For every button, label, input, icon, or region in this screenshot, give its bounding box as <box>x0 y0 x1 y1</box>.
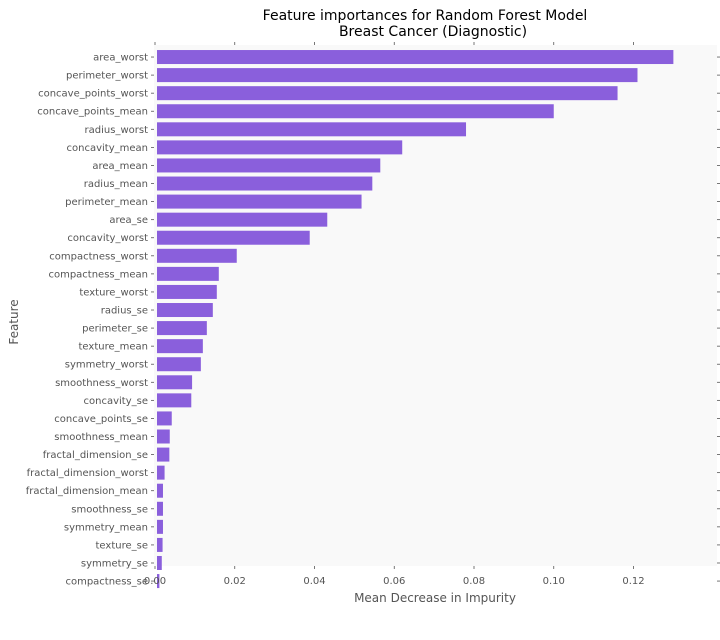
bar-texture_se <box>157 537 163 552</box>
x-tick-labels: 0.00 0.02 0.04 0.06 0.08 0.10 0.12 <box>144 576 645 587</box>
y-tick-label: smoothness_se <box>71 504 148 515</box>
x-tick-label: 0.08 <box>463 576 485 587</box>
bar-concave_points_se <box>157 411 172 426</box>
y-axis-label: Feature <box>7 299 21 344</box>
y-tick-label: smoothness_worst <box>55 378 148 389</box>
y-tick-label: texture_se <box>96 540 148 551</box>
bar-smoothness_worst <box>157 375 193 390</box>
bar-concave_points_mean <box>157 104 554 119</box>
bar-concavity_mean <box>157 140 403 155</box>
bar-fractal_dimension_worst <box>157 465 165 480</box>
y-tick-label: symmetry_mean <box>64 522 148 533</box>
x-tick-label: 0.12 <box>622 576 644 587</box>
x-tick-label: 0.10 <box>543 576 565 587</box>
y-tick-label: compactness_worst <box>49 251 148 262</box>
y-tick-label: symmetry_se <box>81 558 148 569</box>
bar-compactness_se <box>157 574 160 589</box>
y-tick-label: concave_points_se <box>54 414 148 425</box>
y-tick-label: area_se <box>109 215 148 226</box>
y-tick-label: perimeter_se <box>82 324 148 335</box>
x-tick-label: 0.00 <box>144 576 166 587</box>
bar-smoothness_se <box>157 501 163 516</box>
bar-concavity_worst <box>157 230 310 245</box>
chart-title: Feature importances for Random Forest Mo… <box>263 8 588 24</box>
y-tick-labels: area_worst perimeter_worst concave_points_… <box>26 53 148 588</box>
x-tick-label: 0.04 <box>303 576 325 587</box>
bar-fractal_dimension_mean <box>157 483 163 498</box>
bar-symmetry_mean <box>157 519 163 534</box>
bar-texture_mean <box>157 339 203 354</box>
y-tick-label: perimeter_mean <box>65 197 148 208</box>
y-tick-label: concavity_se <box>84 396 148 407</box>
y-tick-label: texture_worst <box>79 287 148 298</box>
bar-concavity_se <box>157 393 192 408</box>
y-tick-label: fractal_dimension_mean <box>26 486 148 497</box>
y-tick-label: concave_points_worst <box>38 89 148 100</box>
y-tick-label: fractal_dimension_worst <box>27 468 149 479</box>
bars <box>157 50 674 589</box>
bar-perimeter_mean <box>157 194 362 209</box>
y-tick-label: concavity_worst <box>67 233 148 244</box>
y-tick-label: texture_mean <box>79 342 148 353</box>
bar-radius_se <box>157 303 213 318</box>
y-tick-label: smoothness_mean <box>54 432 148 443</box>
bar-texture_worst <box>157 284 217 299</box>
bar-symmetry_worst <box>157 357 201 372</box>
chart-subtitle: Breast Cancer (Diagnostic) <box>339 24 527 40</box>
bar-area_worst <box>157 50 674 65</box>
y-tick-label: area_worst <box>93 53 148 64</box>
bar-radius_mean <box>157 176 373 191</box>
bar-compactness_mean <box>157 266 219 281</box>
y-tick-label: radius_mean <box>84 179 148 190</box>
x-tick-label: 0.06 <box>383 576 405 587</box>
y-tick-label: radius_worst <box>85 125 149 136</box>
bar-perimeter_se <box>157 321 207 336</box>
bar-concave_points_worst <box>157 86 618 101</box>
y-tick-label: compactness_se <box>65 577 148 588</box>
y-tick-label: perimeter_worst <box>66 71 148 82</box>
y-tick-label: area_mean <box>92 161 148 172</box>
bar-smoothness_mean <box>157 429 170 444</box>
y-tick-label: concavity_mean <box>67 143 148 154</box>
bar-fractal_dimension_se <box>157 447 170 462</box>
bar-radius_worst <box>157 122 467 137</box>
bar-symmetry_se <box>157 555 162 570</box>
y-tick-label: radius_se <box>101 306 148 317</box>
y-tick-label: fractal_dimension_se <box>43 450 148 461</box>
bar-compactness_worst <box>157 248 237 263</box>
y-tick-label: symmetry_worst <box>65 360 148 371</box>
x-tick-label: 0.02 <box>224 576 246 587</box>
bar-area_se <box>157 212 328 227</box>
y-tick-label: concave_points_mean <box>37 107 148 118</box>
bar-perimeter_worst <box>157 68 638 83</box>
bar-area_mean <box>157 158 381 173</box>
x-axis-label: Mean Decrease in Impurity <box>354 591 516 605</box>
y-tick-label: compactness_mean <box>48 269 148 280</box>
